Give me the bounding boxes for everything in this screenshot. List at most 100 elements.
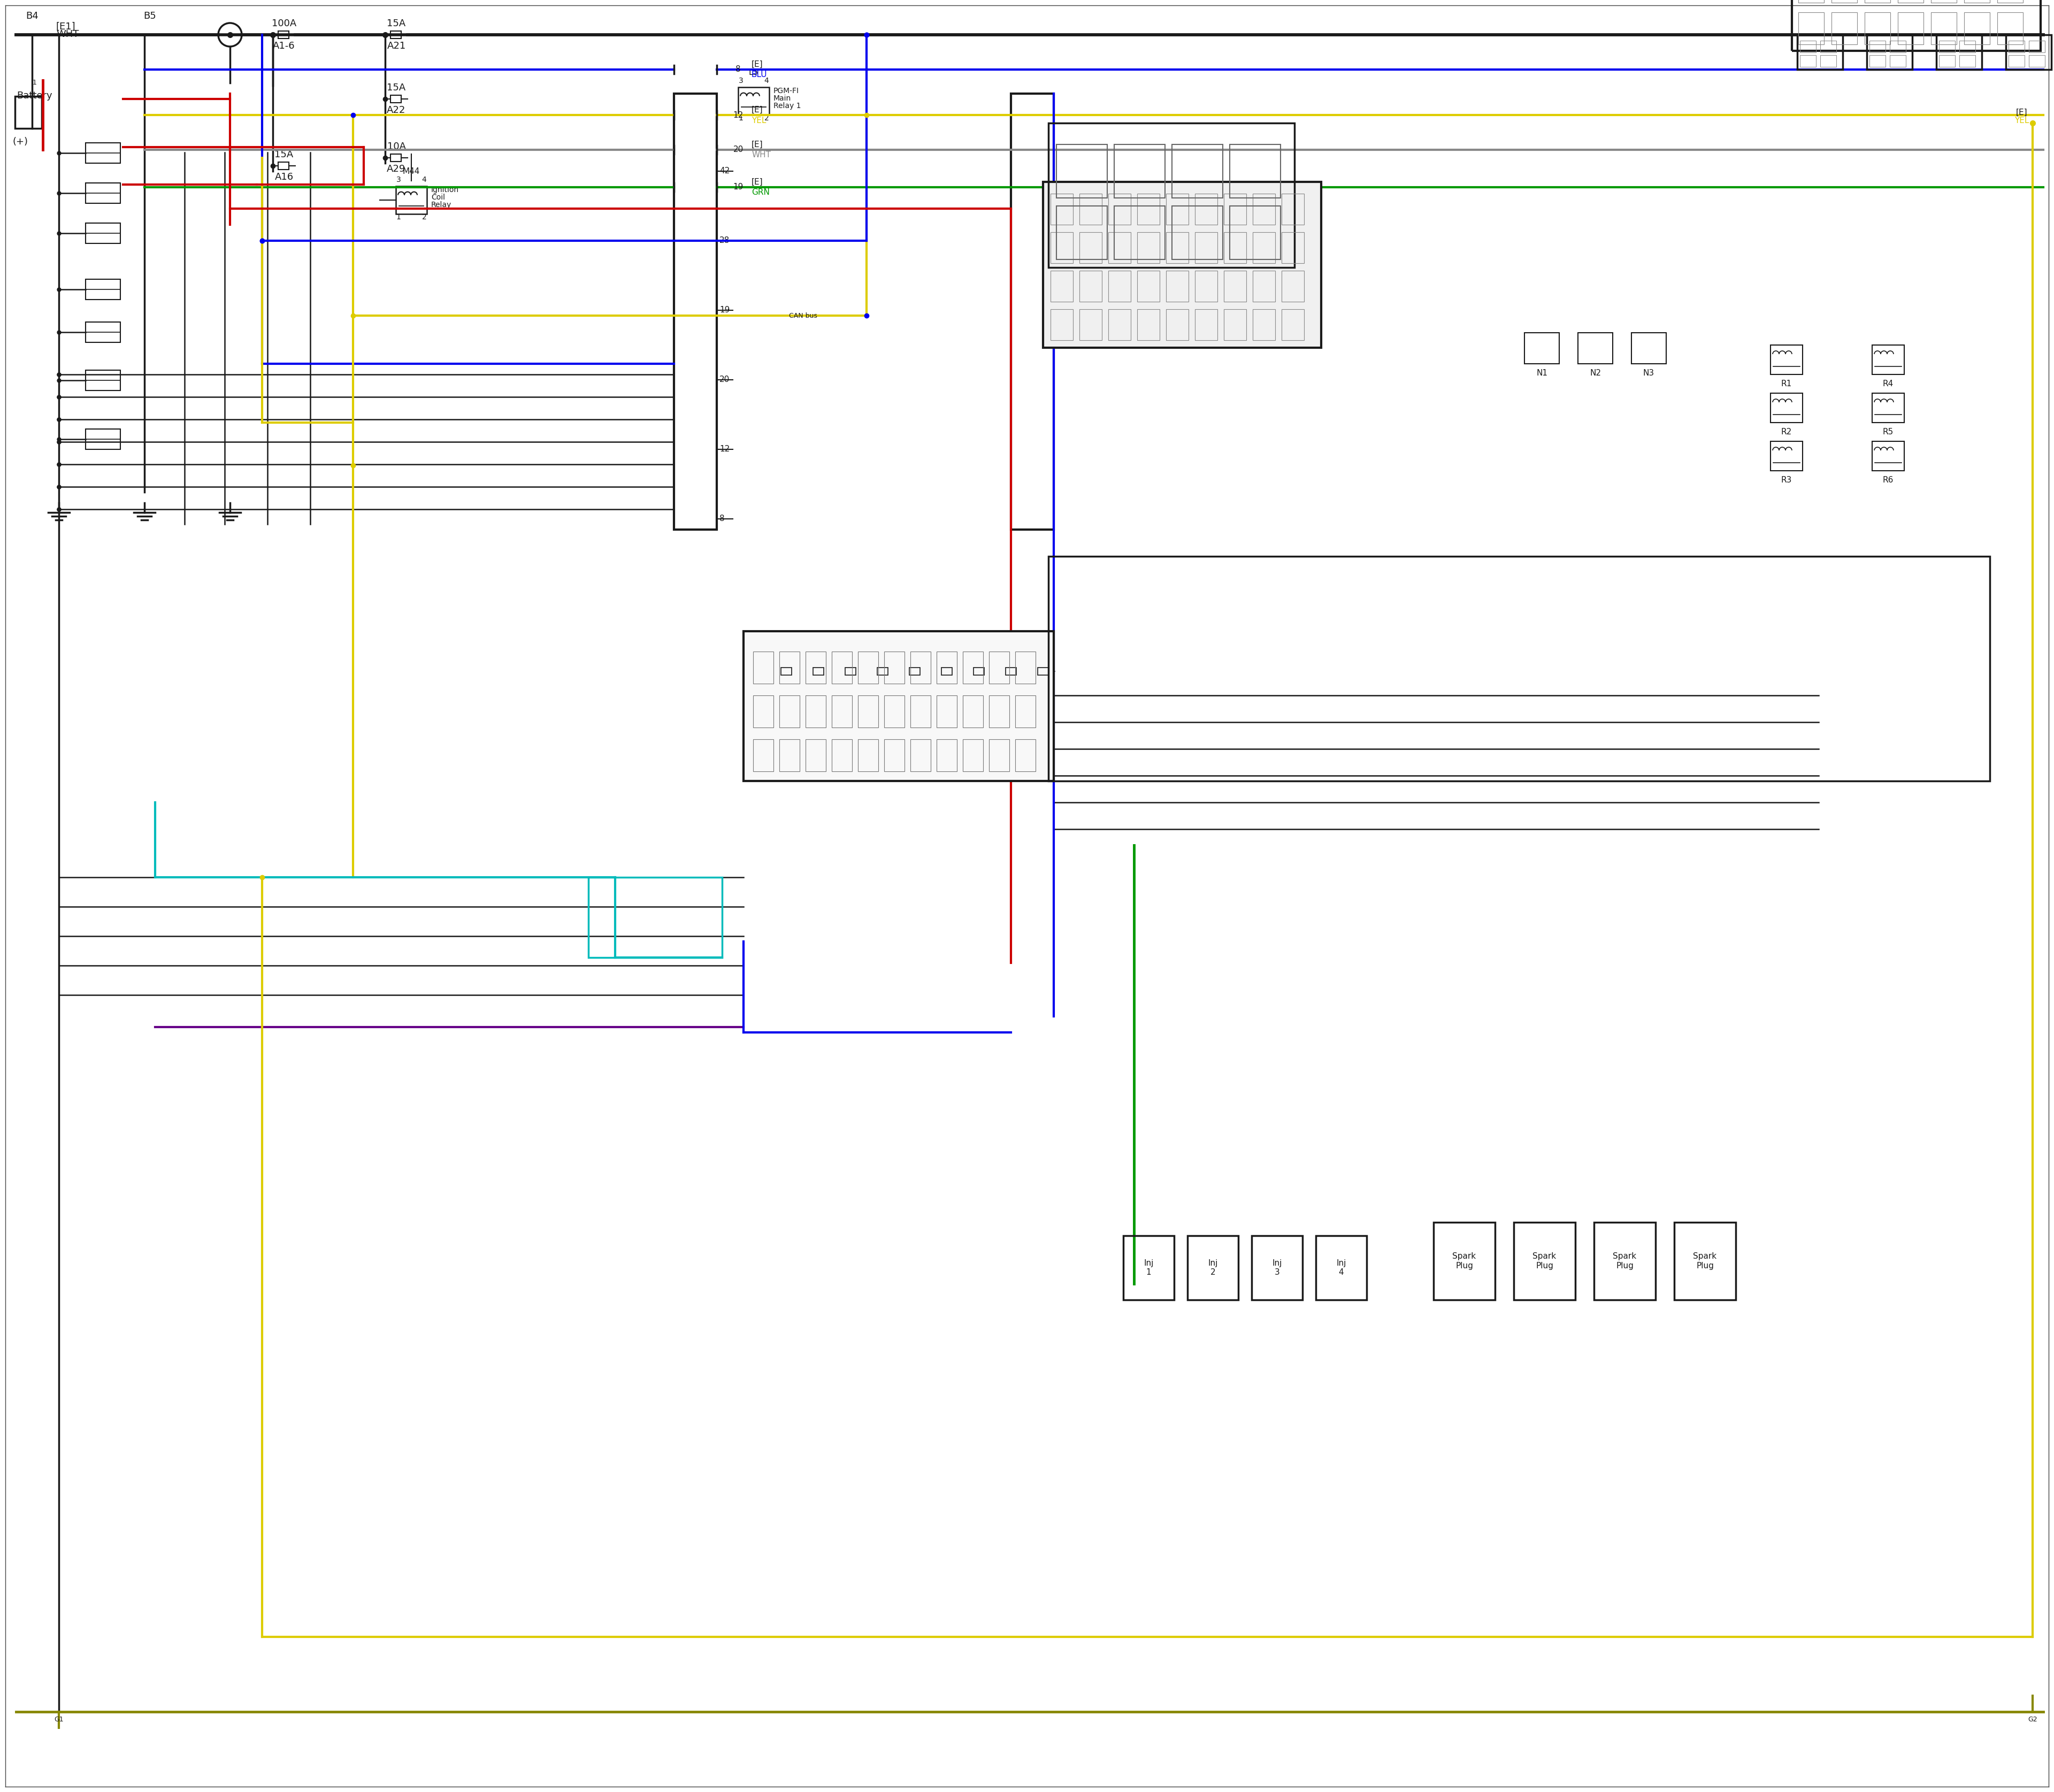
Text: N1: N1: [1536, 369, 1547, 376]
Bar: [277, 161, 290, 170]
Bar: [1011, 93, 1054, 530]
Bar: [963, 740, 984, 771]
Bar: [859, 652, 879, 683]
Text: 8: 8: [735, 66, 741, 73]
Bar: [1939, 56, 1955, 66]
Bar: [883, 740, 904, 771]
Text: 2: 2: [764, 115, 768, 122]
Bar: [1050, 233, 1072, 263]
Text: Spark
Plug: Spark Plug: [1532, 1253, 1557, 1271]
Bar: [1869, 56, 1886, 66]
Bar: [754, 695, 774, 728]
Bar: [1964, 0, 1990, 2]
Bar: [781, 668, 791, 676]
Bar: [778, 695, 799, 728]
Bar: [1253, 310, 1276, 340]
Text: A21: A21: [386, 41, 407, 50]
Bar: [1195, 271, 1218, 301]
Text: 12: 12: [733, 111, 744, 118]
Bar: [86, 183, 121, 202]
Text: F9: F9: [1039, 677, 1048, 685]
Bar: [1282, 194, 1304, 224]
Bar: [1960, 41, 1976, 52]
Bar: [1674, 1222, 1736, 1299]
Text: R3: R3: [1781, 477, 1791, 484]
Text: 1: 1: [739, 115, 744, 122]
Text: Inj
4: Inj 4: [1337, 1260, 1345, 1276]
Bar: [1524, 333, 1559, 364]
Bar: [1253, 271, 1276, 301]
Bar: [859, 695, 879, 728]
Bar: [396, 186, 427, 213]
Bar: [1937, 34, 1982, 70]
Bar: [1195, 310, 1218, 340]
Text: 7.5A: 7.5A: [811, 658, 826, 665]
Bar: [910, 668, 920, 676]
Text: 20: 20: [719, 376, 729, 383]
Text: B4: B4: [27, 11, 39, 22]
Bar: [832, 652, 852, 683]
Bar: [1771, 441, 1803, 471]
Text: 20A: 20A: [974, 658, 986, 665]
Bar: [1015, 740, 1035, 771]
Bar: [963, 652, 984, 683]
Bar: [1931, 0, 1957, 2]
Bar: [277, 30, 290, 38]
Text: 8: 8: [719, 514, 725, 523]
Bar: [1931, 13, 1957, 45]
Bar: [2009, 41, 2025, 52]
Text: 12: 12: [719, 446, 729, 453]
Text: [E]: [E]: [752, 61, 764, 68]
Bar: [1282, 310, 1304, 340]
Bar: [390, 30, 401, 38]
Text: 10A: 10A: [877, 658, 889, 665]
Text: 15A: 15A: [275, 151, 294, 159]
Text: YEL: YEL: [752, 116, 766, 124]
Bar: [1282, 271, 1304, 301]
Bar: [813, 668, 824, 676]
Bar: [1594, 1222, 1656, 1299]
Bar: [1043, 181, 1321, 348]
Bar: [1799, 0, 1824, 2]
Bar: [1771, 346, 1803, 375]
Bar: [1050, 271, 1072, 301]
Bar: [1514, 1222, 1575, 1299]
Bar: [1224, 194, 1247, 224]
Text: 4: 4: [764, 77, 768, 84]
Bar: [1138, 233, 1161, 263]
Bar: [1138, 310, 1161, 340]
Text: 1: 1: [396, 213, 401, 220]
Text: 42: 42: [719, 167, 729, 176]
Text: G1: G1: [53, 1717, 64, 1724]
Bar: [1113, 145, 1165, 197]
Bar: [910, 652, 930, 683]
Bar: [1964, 13, 1990, 45]
Bar: [877, 668, 887, 676]
Bar: [1890, 41, 1906, 52]
Text: GRN: GRN: [752, 188, 770, 197]
Bar: [778, 740, 799, 771]
Bar: [1109, 233, 1132, 263]
Text: 20: 20: [733, 145, 744, 154]
Text: Spark
Plug: Spark Plug: [1692, 1253, 1717, 1271]
Bar: [1080, 233, 1101, 263]
Text: F2: F2: [815, 677, 824, 685]
Bar: [86, 371, 121, 391]
Text: 1: 1: [33, 79, 37, 86]
Text: 4: 4: [421, 176, 427, 183]
Bar: [1577, 333, 1612, 364]
Bar: [910, 740, 930, 771]
Bar: [1056, 145, 1107, 197]
Bar: [744, 631, 1054, 781]
Bar: [1056, 206, 1107, 260]
Text: F3: F3: [846, 677, 854, 685]
Text: N3: N3: [1643, 369, 1653, 376]
Bar: [1871, 392, 1904, 423]
Bar: [1050, 194, 1072, 224]
Bar: [754, 652, 774, 683]
Text: F4: F4: [879, 677, 887, 685]
Text: N2: N2: [1590, 369, 1600, 376]
Bar: [1820, 41, 1836, 52]
Bar: [1253, 233, 1276, 263]
Bar: [1771, 392, 1803, 423]
